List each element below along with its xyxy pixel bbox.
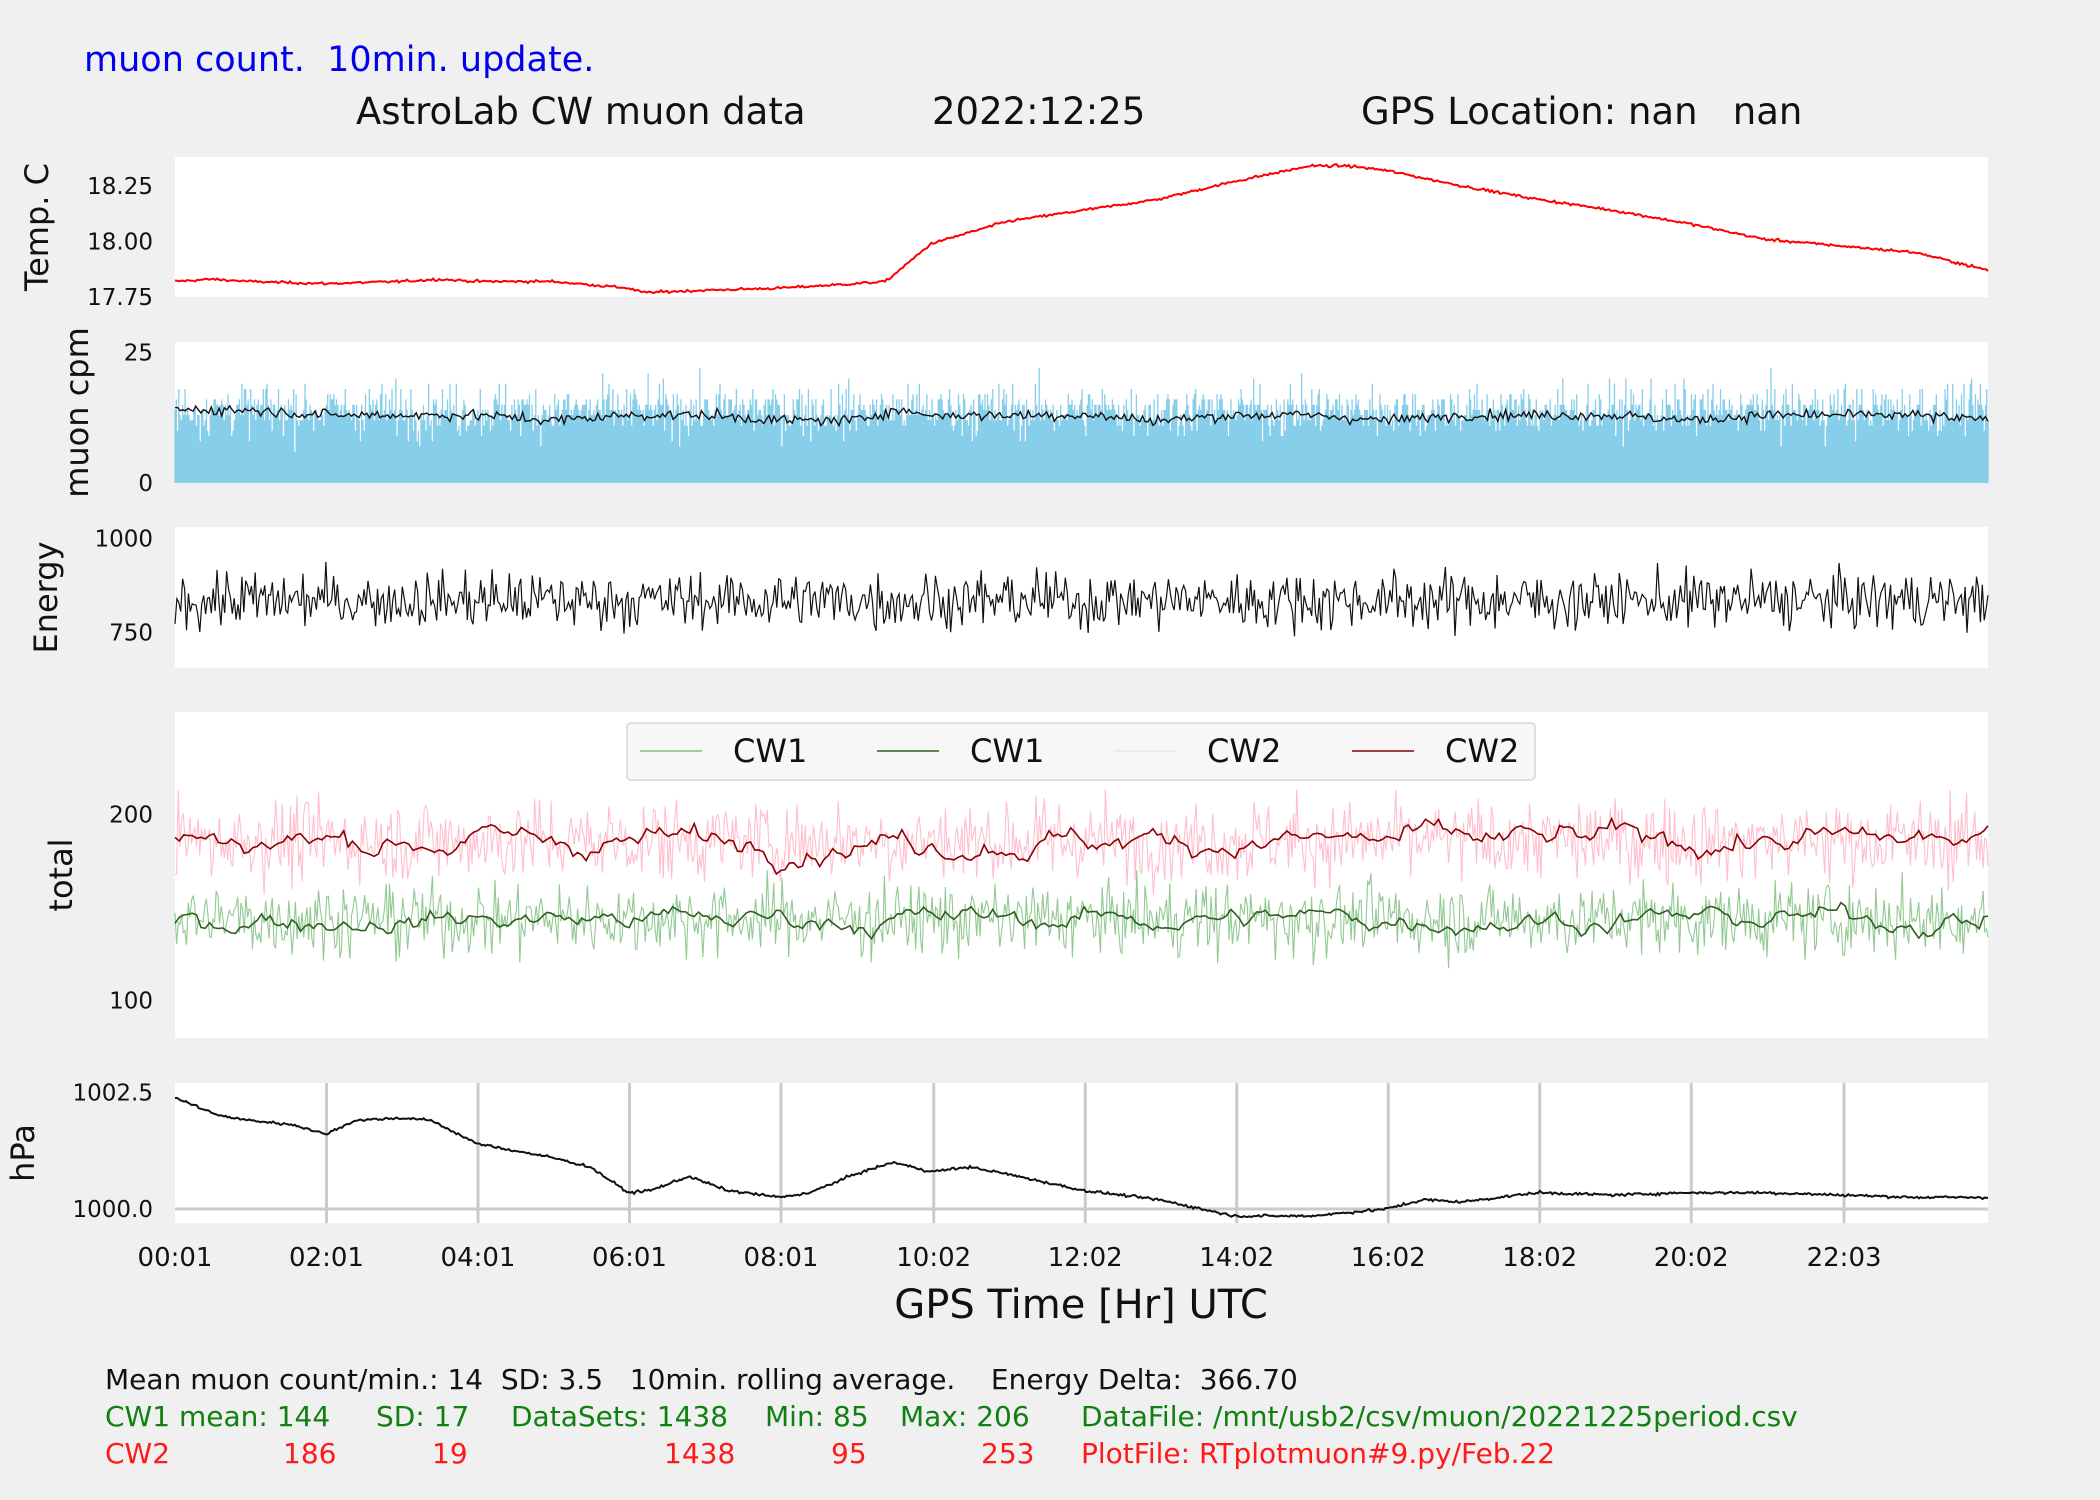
legend: CW1 CW1 CW2 CW2 xyxy=(626,722,1536,781)
cw1-min: Min: 85 xyxy=(765,1400,869,1433)
y-tick-label: 100 xyxy=(109,989,153,1015)
x-tick-label: 16:02 xyxy=(1351,1243,1426,1273)
y-tick-label: 0 xyxy=(138,471,153,497)
cw2-avg-line xyxy=(174,816,1989,876)
x-tick-label: 00:01 xyxy=(138,1243,213,1273)
x-tick-label: 10:02 xyxy=(896,1243,971,1273)
pressure-line xyxy=(174,1096,1989,1219)
cw1-raw-line xyxy=(174,870,1989,969)
y-axis-label: hPa xyxy=(4,1124,42,1182)
y-tick-label: 25 xyxy=(124,340,153,366)
cw2-max: 253 xyxy=(981,1437,1035,1470)
cw1-sd: SD: 17 xyxy=(376,1400,470,1433)
y-tick-label: 1002.5 xyxy=(73,1080,153,1106)
panel-energy: 1000 750 Energy xyxy=(27,526,1989,668)
y-tick-label: 1000.0 xyxy=(73,1197,153,1223)
energy-line xyxy=(174,561,1989,637)
panel-temperature: 18.25 18.00 17.75 Temp. C xyxy=(18,157,1989,311)
footer-summary: Mean muon count/min.: 14 SD: 3.5 10min. … xyxy=(105,1363,1298,1396)
x-tick-label: 20:02 xyxy=(1654,1243,1729,1273)
legend-entry: CW1 xyxy=(970,732,1044,770)
update-note: muon count. 10min. update. xyxy=(84,40,595,80)
cw2-raw-line xyxy=(174,789,1989,896)
x-tick-label: 02:01 xyxy=(289,1243,364,1273)
data-file: DataFile: /mnt/usb2/csv/muon/20221225per… xyxy=(1081,1400,1798,1433)
x-axis: GPS Time [Hr] UTC 00:01 02:01 04:01 06:01 08… xyxy=(138,1243,1882,1328)
x-tick-label: 12:02 xyxy=(1048,1243,1123,1273)
cw1-datasets: DataSets: 1438 xyxy=(511,1400,729,1433)
y-tick-label: 750 xyxy=(109,620,153,646)
x-tick-label: 18:02 xyxy=(1502,1243,1577,1273)
x-tick-label: 06:01 xyxy=(592,1243,667,1273)
y-axis-label: Energy xyxy=(27,541,65,653)
cw2-sd: 19 xyxy=(432,1437,468,1470)
panel-muon-cpm: 25 0 muon cpm xyxy=(58,327,1989,498)
cw2-min: 95 xyxy=(831,1437,867,1470)
y-tick-label: 200 xyxy=(109,802,153,828)
plot-area xyxy=(175,1083,1988,1223)
panel-total: 200 100 total CW1 CW1 CW2 CW2 xyxy=(42,712,1989,1038)
plot-area xyxy=(175,527,1988,668)
panel-pressure: 1002.5 1000.0 hPa xyxy=(4,1080,1989,1223)
y-axis-label: total xyxy=(42,838,80,911)
muon-count-bars xyxy=(174,368,1989,483)
cw1-avg-line xyxy=(174,901,1989,941)
x-tick-label: 22:03 xyxy=(1807,1243,1882,1273)
plot-file: PlotFile: RTplotmuon#9.py/Feb.22 xyxy=(1081,1437,1556,1470)
cw2-datasets: 1438 xyxy=(664,1437,736,1470)
y-tick-label: 17.75 xyxy=(87,285,153,311)
x-tick-label: 04:01 xyxy=(441,1243,516,1273)
x-tick-label: 08:01 xyxy=(744,1243,819,1273)
cw2-mean: 186 xyxy=(283,1437,337,1470)
x-axis-label: GPS Time [Hr] UTC xyxy=(894,1282,1268,1328)
y-tick-label: 1000 xyxy=(94,526,153,552)
y-axis-label: muon cpm xyxy=(58,327,96,498)
legend-entry: CW2 xyxy=(1445,732,1519,770)
legend-entry: CW1 xyxy=(733,732,807,770)
chart-date: 2022:12:25 xyxy=(932,90,1146,133)
chart-title: AstroLab CW muon data xyxy=(356,90,806,133)
y-tick-label: 18.25 xyxy=(87,174,153,200)
gps-location: GPS Location: nan nan xyxy=(1361,90,1803,133)
legend-entry: CW2 xyxy=(1207,732,1281,770)
cw2-label: CW2 xyxy=(105,1437,171,1470)
muon-rolling-average xyxy=(175,404,1989,428)
y-axis-label: Temp. C xyxy=(18,163,56,292)
cw1-max: Max: 206 xyxy=(900,1400,1030,1433)
temperature-line xyxy=(174,163,1989,295)
cw1-mean: CW1 mean: 144 xyxy=(105,1400,331,1433)
x-tick-label: 14:02 xyxy=(1199,1243,1274,1273)
plot-area xyxy=(175,157,1988,297)
y-tick-label: 18.00 xyxy=(87,229,153,255)
